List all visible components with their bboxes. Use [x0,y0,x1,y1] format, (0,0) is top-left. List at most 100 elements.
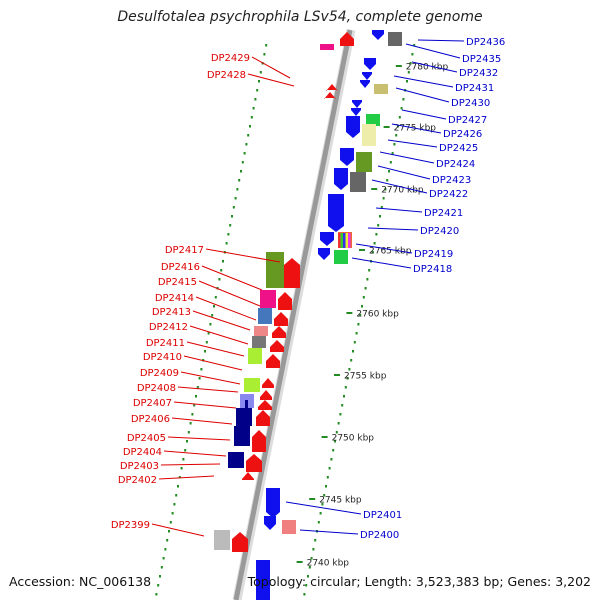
forward-label-DP2436: DP2436 [466,37,505,48]
reverse-gene-arrow [266,354,280,368]
reverse-leader-line [163,450,227,457]
inner-ring-dot [220,269,223,272]
reverse-gene-arrow [326,84,338,91]
reverse-leader-line [177,386,239,393]
inner-ring-dot [198,377,201,380]
outer-ring-dot [364,287,367,290]
outer-ring-dot [343,395,345,398]
scale-label-2760: 2760 kbp [356,310,399,320]
scale-label-2740: 2740 kbp [307,559,350,569]
forward-label-DP2431: DP2431 [455,83,494,94]
forward-gene-box [356,152,372,172]
reverse-leader-line [180,371,241,385]
outer-ring-dot [400,107,403,110]
outer-ring-dot [380,206,383,209]
reverse-leader-line [198,280,261,307]
inner-ring-dot [155,593,158,596]
inner-ring-dot [254,98,257,101]
reverse-gene-arrow [270,340,284,352]
inner-ring-dot [177,485,179,488]
outer-ring-dot [303,593,306,596]
outer-ring-dot [389,161,392,164]
reverse-label-DP2411: DP2411 [146,338,185,349]
forward-gene-stripe [345,233,348,248]
outer-ring-dot [377,224,380,227]
reverse-label-DP2429: DP2429 [211,53,250,64]
inner-ring-dot [196,386,199,389]
inner-ring-dot [168,530,170,533]
outer-ring-dot [321,503,324,506]
forward-gene-stripe [338,233,341,248]
outer-ring-dot [388,170,390,173]
outer-ring-dot [346,377,349,380]
outer-ring-dot [330,458,333,461]
reverse-leader-line [189,325,249,345]
inner-ring-dot [184,449,187,452]
reverse-gene-box [248,348,262,364]
outer-ring-dot [308,566,311,569]
forward-label-DP2425: DP2425 [439,143,478,154]
outer-ring-dot [355,332,358,335]
forward-label-DP2400: DP2400 [360,530,399,541]
outer-ring-dot [373,242,376,245]
forward-gene-arrow [362,72,372,80]
forward-gene-box [374,84,388,94]
forward-gene-arrow [264,516,276,530]
outer-ring-dot [332,449,335,452]
forward-leader-line [393,75,454,88]
reverse-gene-arrow [272,326,286,338]
inner-ring-dot [252,107,255,110]
forward-gene-stripe [348,233,351,248]
reverse-gene-arrow [252,430,266,452]
forward-gene-stripe [340,233,343,248]
reverse-label-DP2417: DP2417 [165,245,204,256]
reverse-gene-box [236,408,252,426]
forward-leader-line [367,227,419,231]
reverse-gene-arrow [232,532,248,552]
reverse-gene-arrow [284,258,300,288]
outer-ring-dot [413,44,416,47]
outer-ring-dot [319,512,322,515]
forward-leader-line [355,243,413,254]
outer-ring-dot [341,404,344,407]
inner-ring-dot [258,80,260,83]
forward-gene-arrow [334,168,348,190]
forward-gene-arrow [318,248,330,260]
inner-ring-dot [218,278,221,281]
outer-ring-dot [362,296,365,299]
forward-leader-line [395,87,450,103]
inner-ring-dot [166,539,169,542]
inner-ring-dot [225,242,228,245]
forward-leader-line [351,257,412,269]
reverse-label-DP2409: DP2409 [140,368,179,379]
forward-gene-arrow [364,58,376,70]
accession-text: Accession: NC_006138 [9,574,152,589]
outer-ring-dot [411,53,414,56]
scale-label-2750: 2750 kbp [332,434,375,444]
reverse-leader-line [195,296,257,321]
outer-ring-dot [314,539,317,542]
inner-ring-dot [171,512,174,515]
outer-ring-dot [310,557,313,560]
outer-ring-dot [312,548,315,551]
outer-ring-dot [382,197,385,200]
reverse-leader-line [247,73,295,87]
reverse-gene-box [254,326,268,336]
scale-label-2765: 2765 kbp [369,247,412,257]
outer-ring-dot [334,440,336,443]
forward-leader-line [379,151,435,164]
outer-ring-dot [402,98,405,101]
outer-ring-dot [328,467,331,470]
forward-gene-box [334,250,348,264]
inner-ring-dot [178,476,181,479]
reverse-gene-box [320,44,334,50]
reverse-gene-box [252,336,266,348]
reverse-leader-line [183,355,243,371]
inner-ring-dot [265,44,268,47]
forward-gene-arrow [360,80,370,88]
forward-gene-arrow [352,100,362,108]
inner-ring-dot [229,224,232,227]
outer-ring-dot [395,134,398,137]
outer-ring-dot [366,278,369,281]
